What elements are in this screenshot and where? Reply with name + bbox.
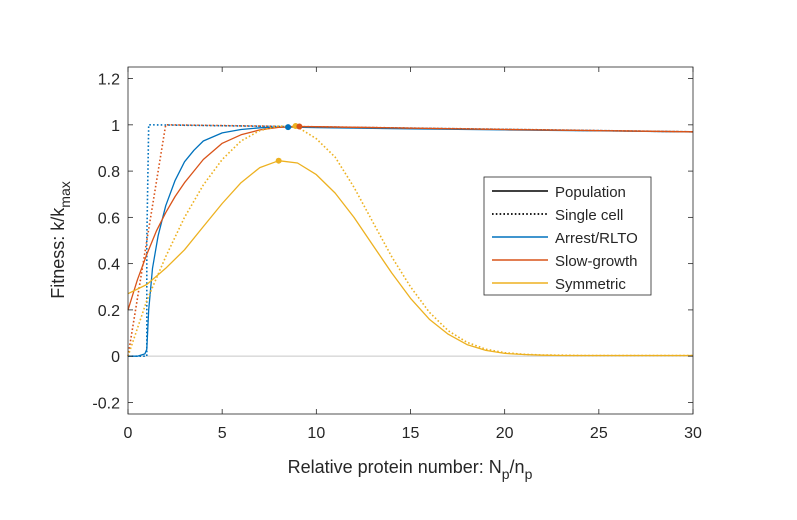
y-tick-label: 1.2 (98, 72, 120, 89)
y-tick-label: 0.6 (98, 210, 120, 227)
legend-label-1: Single cell (555, 207, 623, 224)
y-tick-label: -0.2 (92, 395, 120, 412)
optimum-marker-1 (285, 124, 292, 131)
x-tick-label: 5 (218, 425, 227, 442)
y-tick-label: 0.8 (98, 164, 120, 181)
series-layer (127, 122, 694, 358)
optimum-marker-3 (296, 123, 303, 130)
x-tick-label: 15 (402, 425, 420, 442)
y-tick-label: 0.2 (98, 303, 120, 320)
legend: Population Single cell Arrest/RLTO Slow-gro… (483, 176, 652, 296)
y-tick-label: 0 (111, 349, 120, 366)
series-line-1 (128, 124, 694, 358)
optimum-marker-0 (275, 157, 282, 164)
legend-label-4: Symmetric (555, 276, 626, 293)
legend-label-0: Population (555, 184, 626, 201)
y-axis-ticks: -0.2 0 0.2 0.4 0.6 0.8 1 1.2 (92, 72, 693, 412)
x-tick-label: 0 (124, 425, 133, 442)
series-line-3 (127, 124, 694, 357)
legend-label-3: Slow-growth (555, 253, 638, 270)
y-axis-label: Fitness: k/kmax (48, 181, 73, 298)
y-tick-label: 0.4 (98, 257, 120, 274)
x-axis-label: Relative protein number: Np/np (288, 457, 533, 482)
series-line-4 (127, 160, 693, 357)
x-axis-ticks: 0 5 10 15 20 25 30 (124, 67, 702, 442)
y-tick-label: 1 (111, 118, 120, 135)
legend-label-2: Arrest/RLTO (555, 230, 638, 247)
legend-box (483, 176, 652, 296)
x-tick-label: 30 (684, 425, 702, 442)
x-tick-label: 10 (307, 425, 325, 442)
x-tick-label: 25 (590, 425, 608, 442)
x-tick-label: 20 (496, 425, 514, 442)
